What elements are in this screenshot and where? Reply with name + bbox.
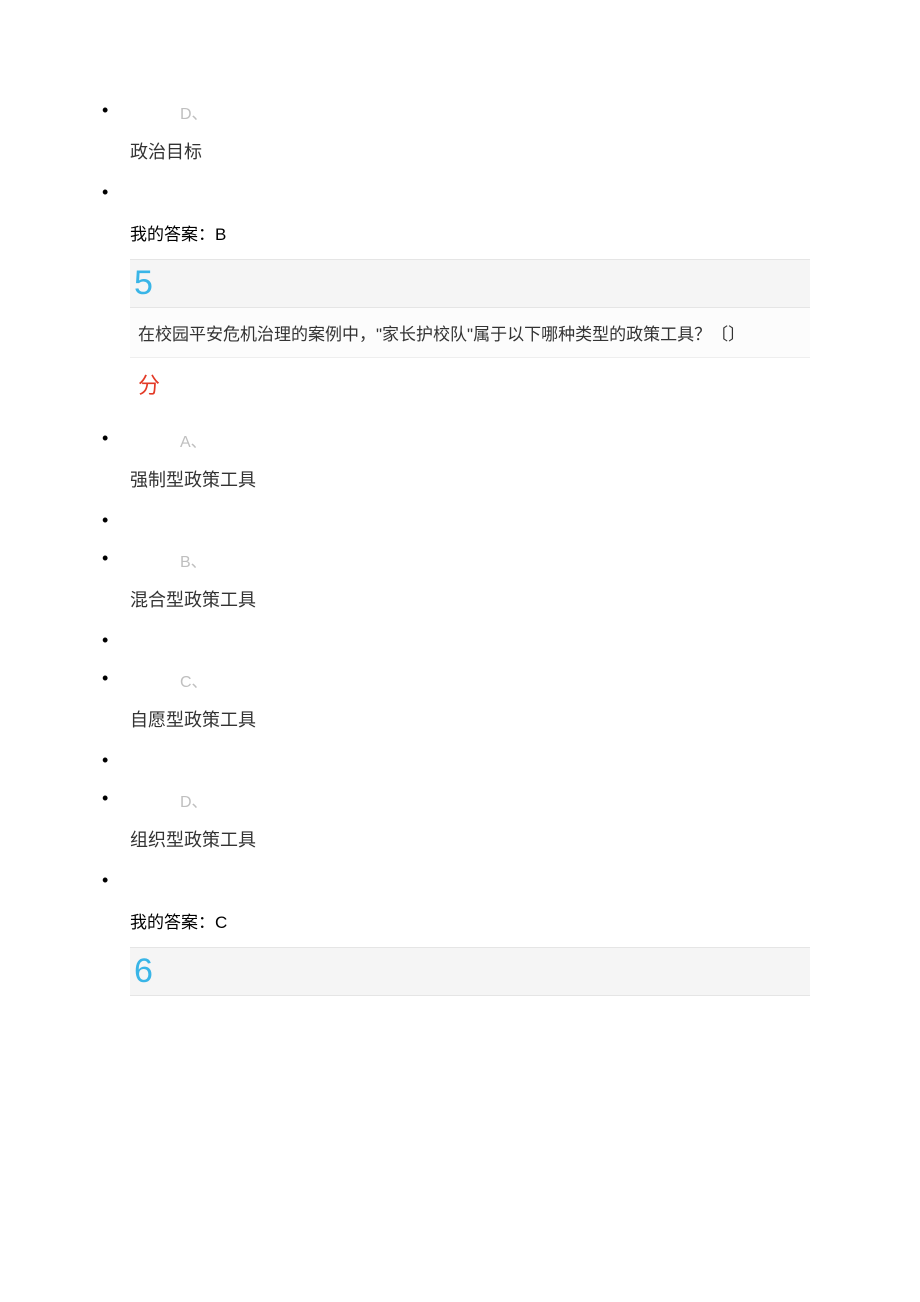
option-b[interactable]: B、 混合型政策工具 — [0, 548, 920, 612]
question-number: 6 — [134, 952, 153, 990]
option-text: 混合型政策工具 — [130, 586, 920, 612]
option-text: 组织型政策工具 — [130, 826, 920, 852]
score-word: 分 — [138, 373, 160, 398]
my-answer-value: C — [215, 913, 227, 932]
option-letter: B、 — [180, 548, 920, 572]
bullet-spacer — [0, 510, 920, 540]
option-a[interactable]: A、 强制型政策工具 — [0, 428, 920, 492]
question-number-bar: 5 — [130, 259, 810, 308]
question-text: 在校园平安危机治理的案例中，"家长护校队"属于以下哪种类型的政策工具？〔〕 — [138, 325, 745, 344]
option-letter: D、 — [180, 788, 920, 812]
bullet-spacer — [0, 182, 920, 212]
option-d[interactable]: D、 组织型政策工具 — [0, 788, 920, 852]
bullet-spacer — [0, 630, 920, 660]
my-answer-q5: 我的答案：C — [130, 908, 920, 933]
option-letter: C、 — [180, 668, 920, 692]
option-letter: A、 — [180, 428, 920, 452]
option-d-prev[interactable]: D、 政治目标 — [0, 100, 920, 164]
my-answer-prev: 我的答案：B — [130, 220, 920, 245]
my-answer-label: 我的答案： — [130, 913, 215, 932]
option-c[interactable]: C、 自愿型政策工具 — [0, 668, 920, 732]
option-text: 强制型政策工具 — [130, 466, 920, 492]
question-number: 5 — [134, 264, 153, 302]
my-answer-label: 我的答案： — [130, 225, 215, 244]
bullet-spacer — [0, 750, 920, 780]
option-letter: D、 — [180, 100, 920, 124]
bullet-spacer — [0, 870, 920, 900]
score-bar: 分 — [130, 358, 810, 416]
question-text-bar: 在校园平安危机治理的案例中，"家长护校队"属于以下哪种类型的政策工具？〔〕 — [130, 308, 810, 358]
option-text: 自愿型政策工具 — [130, 706, 920, 732]
my-answer-value: B — [215, 225, 226, 244]
question-number-bar: 6 — [130, 947, 810, 996]
option-text: 政治目标 — [130, 138, 920, 164]
